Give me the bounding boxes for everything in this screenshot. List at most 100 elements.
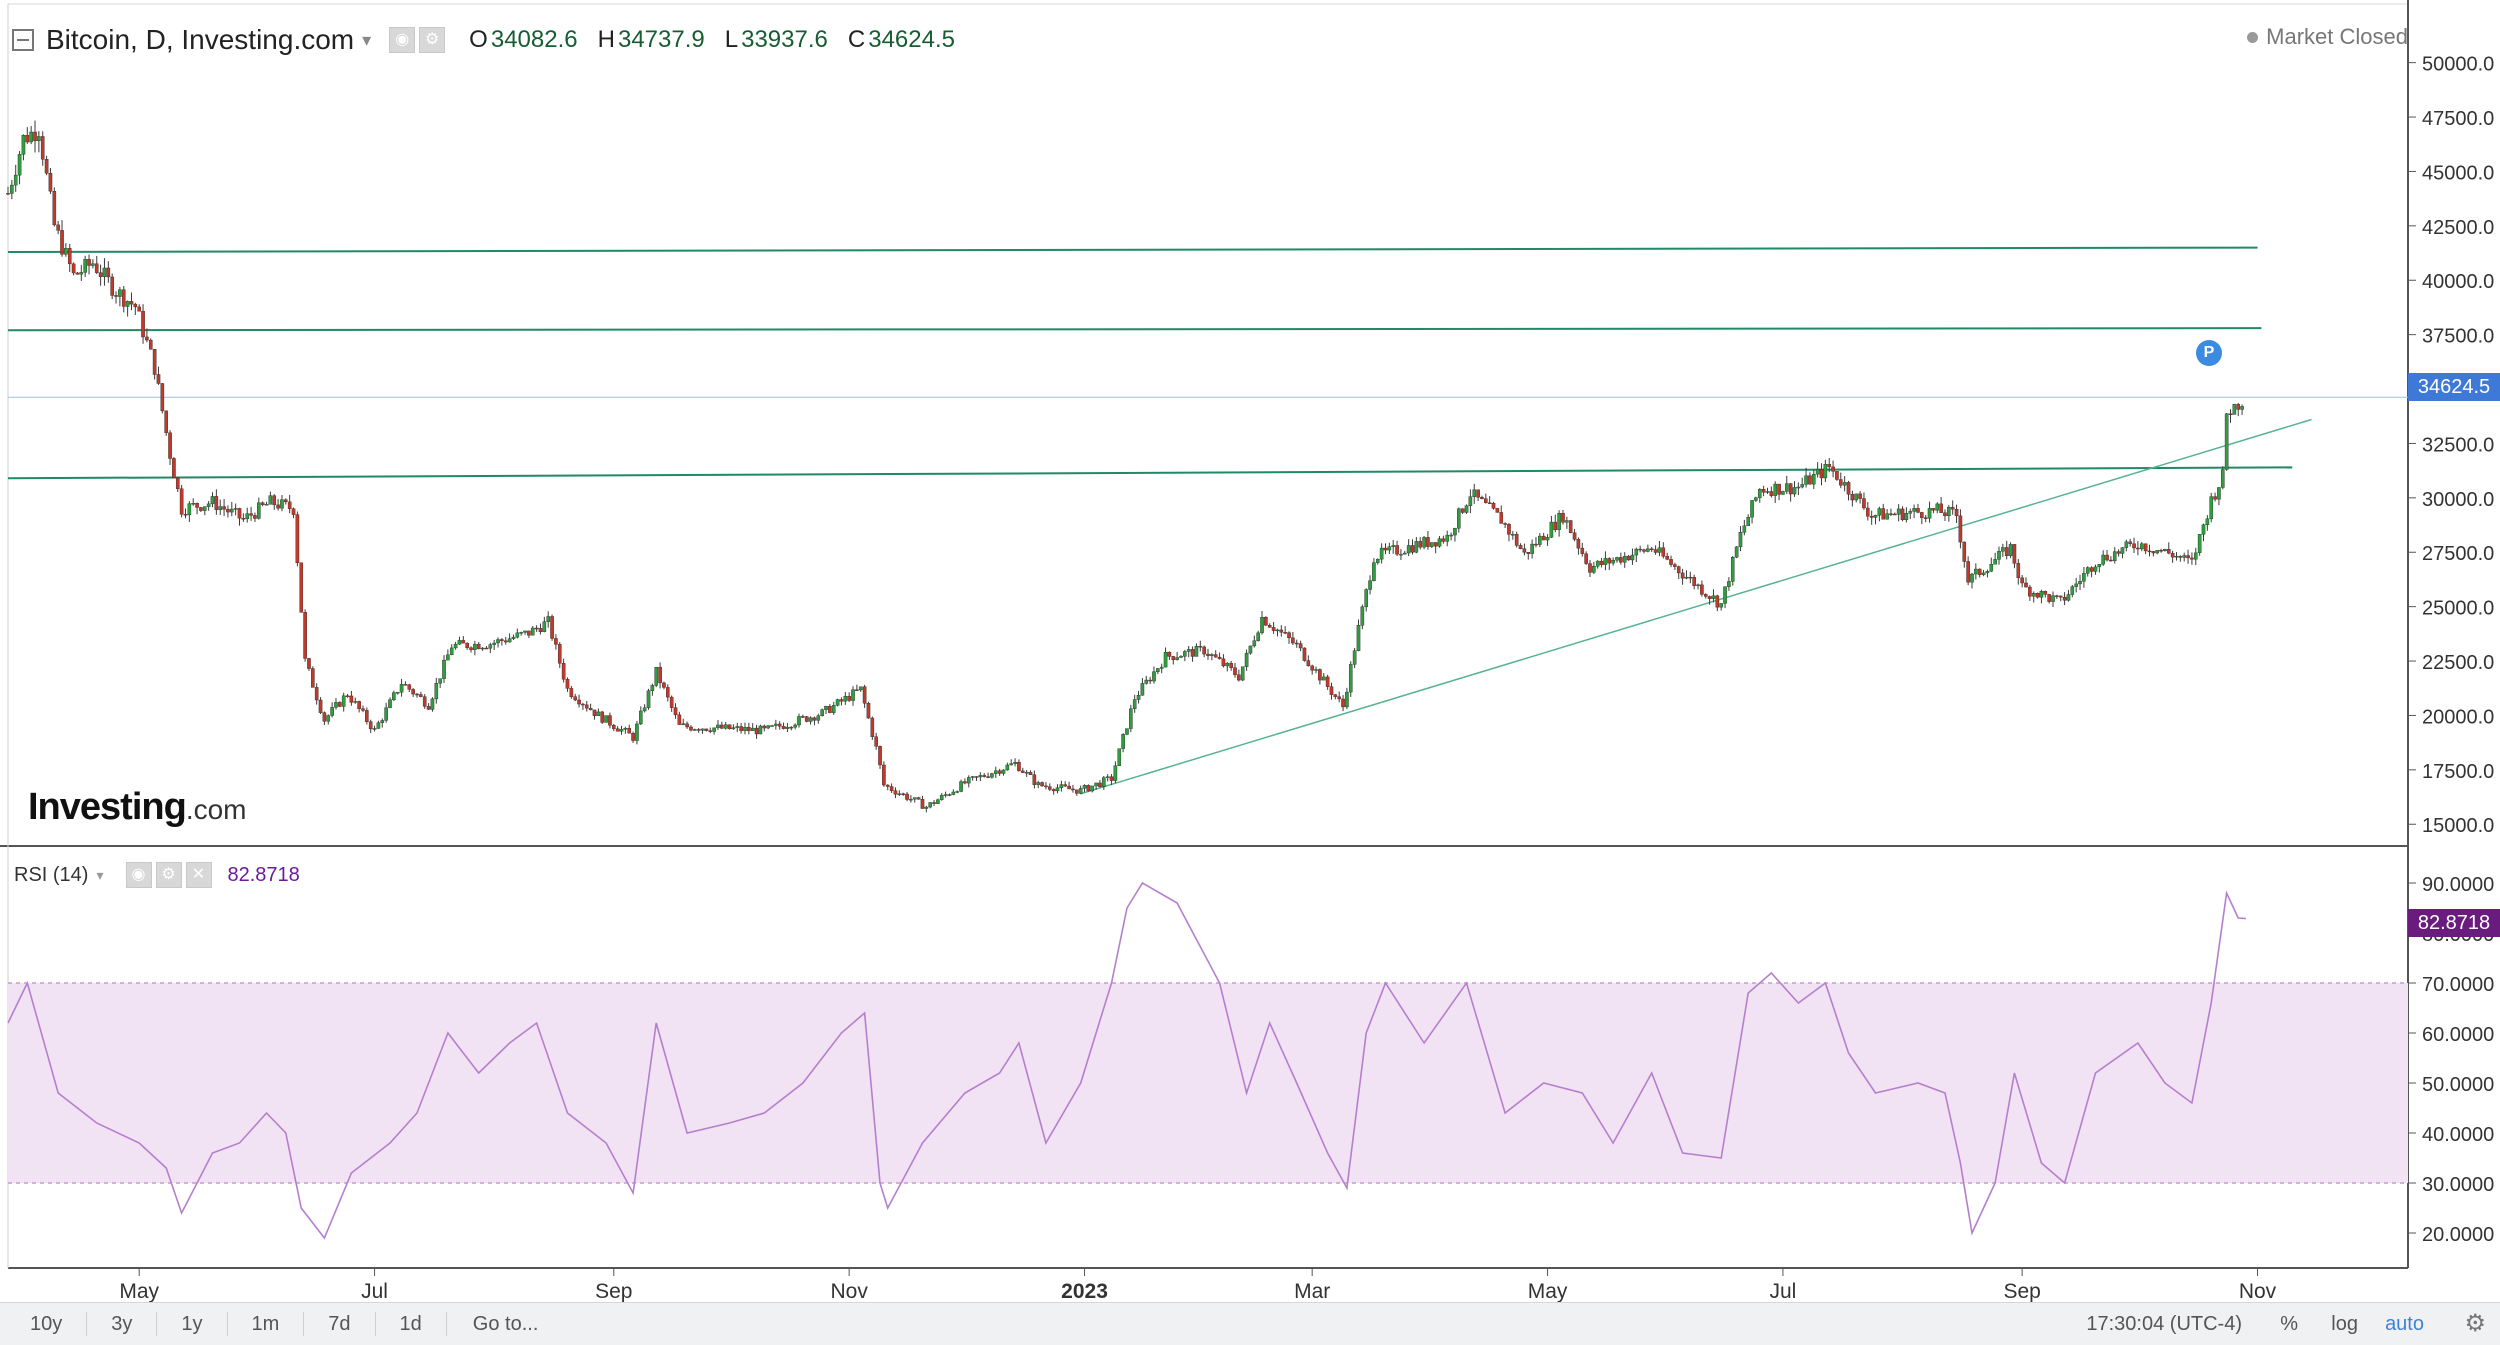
range-1m-button[interactable]: 1m [228, 1312, 305, 1336]
candle-body [233, 508, 238, 510]
candle-body [152, 349, 157, 375]
candle-body [1333, 694, 1338, 697]
candle-body [191, 502, 196, 505]
collapse-icon[interactable] [12, 29, 34, 51]
range-10y-button[interactable]: 10y [0, 1312, 88, 1336]
candle-body [1372, 562, 1376, 581]
candle-body [1950, 507, 1955, 510]
candle-body [1962, 541, 1967, 562]
candle-body [1935, 503, 1940, 511]
candle-body [1418, 541, 1423, 548]
candle-body [530, 627, 535, 636]
candle-body [1565, 520, 1569, 523]
candle-body [1048, 786, 1052, 790]
candle-body [801, 716, 805, 718]
candle-body [503, 640, 508, 643]
candle-body [1518, 545, 1523, 549]
close-icon[interactable]: ✕ [185, 862, 212, 888]
candle-body [1013, 762, 1017, 764]
visibility-icon[interactable]: ◉ [389, 27, 416, 53]
candle-body [1476, 489, 1480, 498]
candle-body [1275, 629, 1280, 632]
candle-body [716, 724, 720, 729]
candle-body [492, 642, 496, 645]
candle-body [577, 699, 581, 705]
candle-body [2101, 554, 2105, 565]
candle-body [257, 502, 261, 519]
candle-body [731, 727, 736, 730]
pin-marker-icon[interactable]: P [2196, 340, 2222, 366]
candle-body [1541, 535, 1546, 541]
candle-body [1854, 493, 1859, 501]
log-scale-button[interactable]: log [2331, 1313, 2358, 1335]
candle-body [1480, 497, 1484, 499]
candle-body [1345, 691, 1349, 708]
candle-body [272, 495, 277, 506]
range-3y-button[interactable]: 3y [87, 1312, 158, 1336]
candle-body [727, 724, 732, 730]
candle-body [1846, 482, 1851, 495]
candle-body [67, 248, 72, 265]
candle-body [1611, 560, 1615, 564]
candle-body [1484, 498, 1488, 503]
rsi-title[interactable]: RSI (14) [14, 863, 89, 886]
time-tick-label: Sep [2003, 1280, 2040, 1303]
candle-body [685, 723, 689, 728]
candle-body [1827, 464, 1832, 468]
candle-body [619, 729, 624, 732]
candle-body [56, 224, 60, 231]
rsi-tick-label: 60.0000 [2422, 1024, 2494, 1046]
gear-icon[interactable]: ⚙ [155, 862, 182, 888]
candle-body [1981, 572, 1986, 575]
candle-body [1568, 520, 1573, 533]
range-7d-button[interactable]: 7d [304, 1312, 376, 1336]
goto-button[interactable]: Go to... [472, 1312, 539, 1335]
visibility-icon[interactable]: ◉ [125, 862, 152, 888]
candle-body [1129, 708, 1133, 729]
candle-body [951, 791, 956, 795]
percent-scale-button[interactable]: % [2280, 1313, 2298, 1335]
candle-body [1294, 642, 1299, 645]
candle-body [2105, 554, 2109, 561]
candle-body [1075, 789, 1079, 794]
candle-body [959, 781, 963, 792]
chevron-down-icon[interactable]: ▾ [96, 866, 104, 883]
candle-body [2058, 595, 2063, 598]
candle-body [2205, 518, 2210, 525]
candle-body [1260, 617, 1264, 634]
range-1d-button[interactable]: 1d [376, 1312, 447, 1336]
candle-body [1970, 573, 1974, 583]
candle-body [1414, 541, 1419, 553]
candle-body [2174, 555, 2179, 558]
candle-body [874, 736, 878, 747]
candle-body [882, 764, 886, 786]
gear-icon[interactable]: ⚙ [419, 27, 446, 53]
candle-body [2132, 543, 2136, 549]
chevron-down-icon[interactable]: ▾ [362, 29, 372, 50]
gear-icon[interactable]: ⚙ [2464, 1310, 2486, 1337]
candle-body [399, 684, 404, 693]
candle-body [287, 501, 292, 510]
candle-body [1974, 568, 1978, 575]
candle-body [743, 727, 747, 731]
candle-body [1383, 547, 1388, 551]
candle-body [808, 717, 813, 722]
candle-body [1410, 545, 1415, 553]
range-1y-button[interactable]: 1y [157, 1312, 228, 1336]
candle-body [1858, 493, 1862, 499]
candle-body [2170, 552, 2175, 558]
candle-body [2035, 592, 2040, 598]
candle-body [2012, 544, 2017, 564]
candle-body [878, 746, 882, 766]
candle-body [137, 306, 141, 312]
candle-body [828, 706, 832, 713]
auto-scale-button[interactable]: auto [2385, 1313, 2424, 1335]
symbol-title[interactable]: Bitcoin, D, Investing.com [46, 24, 355, 55]
candle-body [1916, 508, 1920, 513]
candle-body [1943, 512, 1947, 517]
candle-body [1449, 534, 1453, 537]
candle-body [1387, 546, 1392, 551]
candle-body [681, 723, 686, 726]
candle-body [546, 616, 550, 622]
